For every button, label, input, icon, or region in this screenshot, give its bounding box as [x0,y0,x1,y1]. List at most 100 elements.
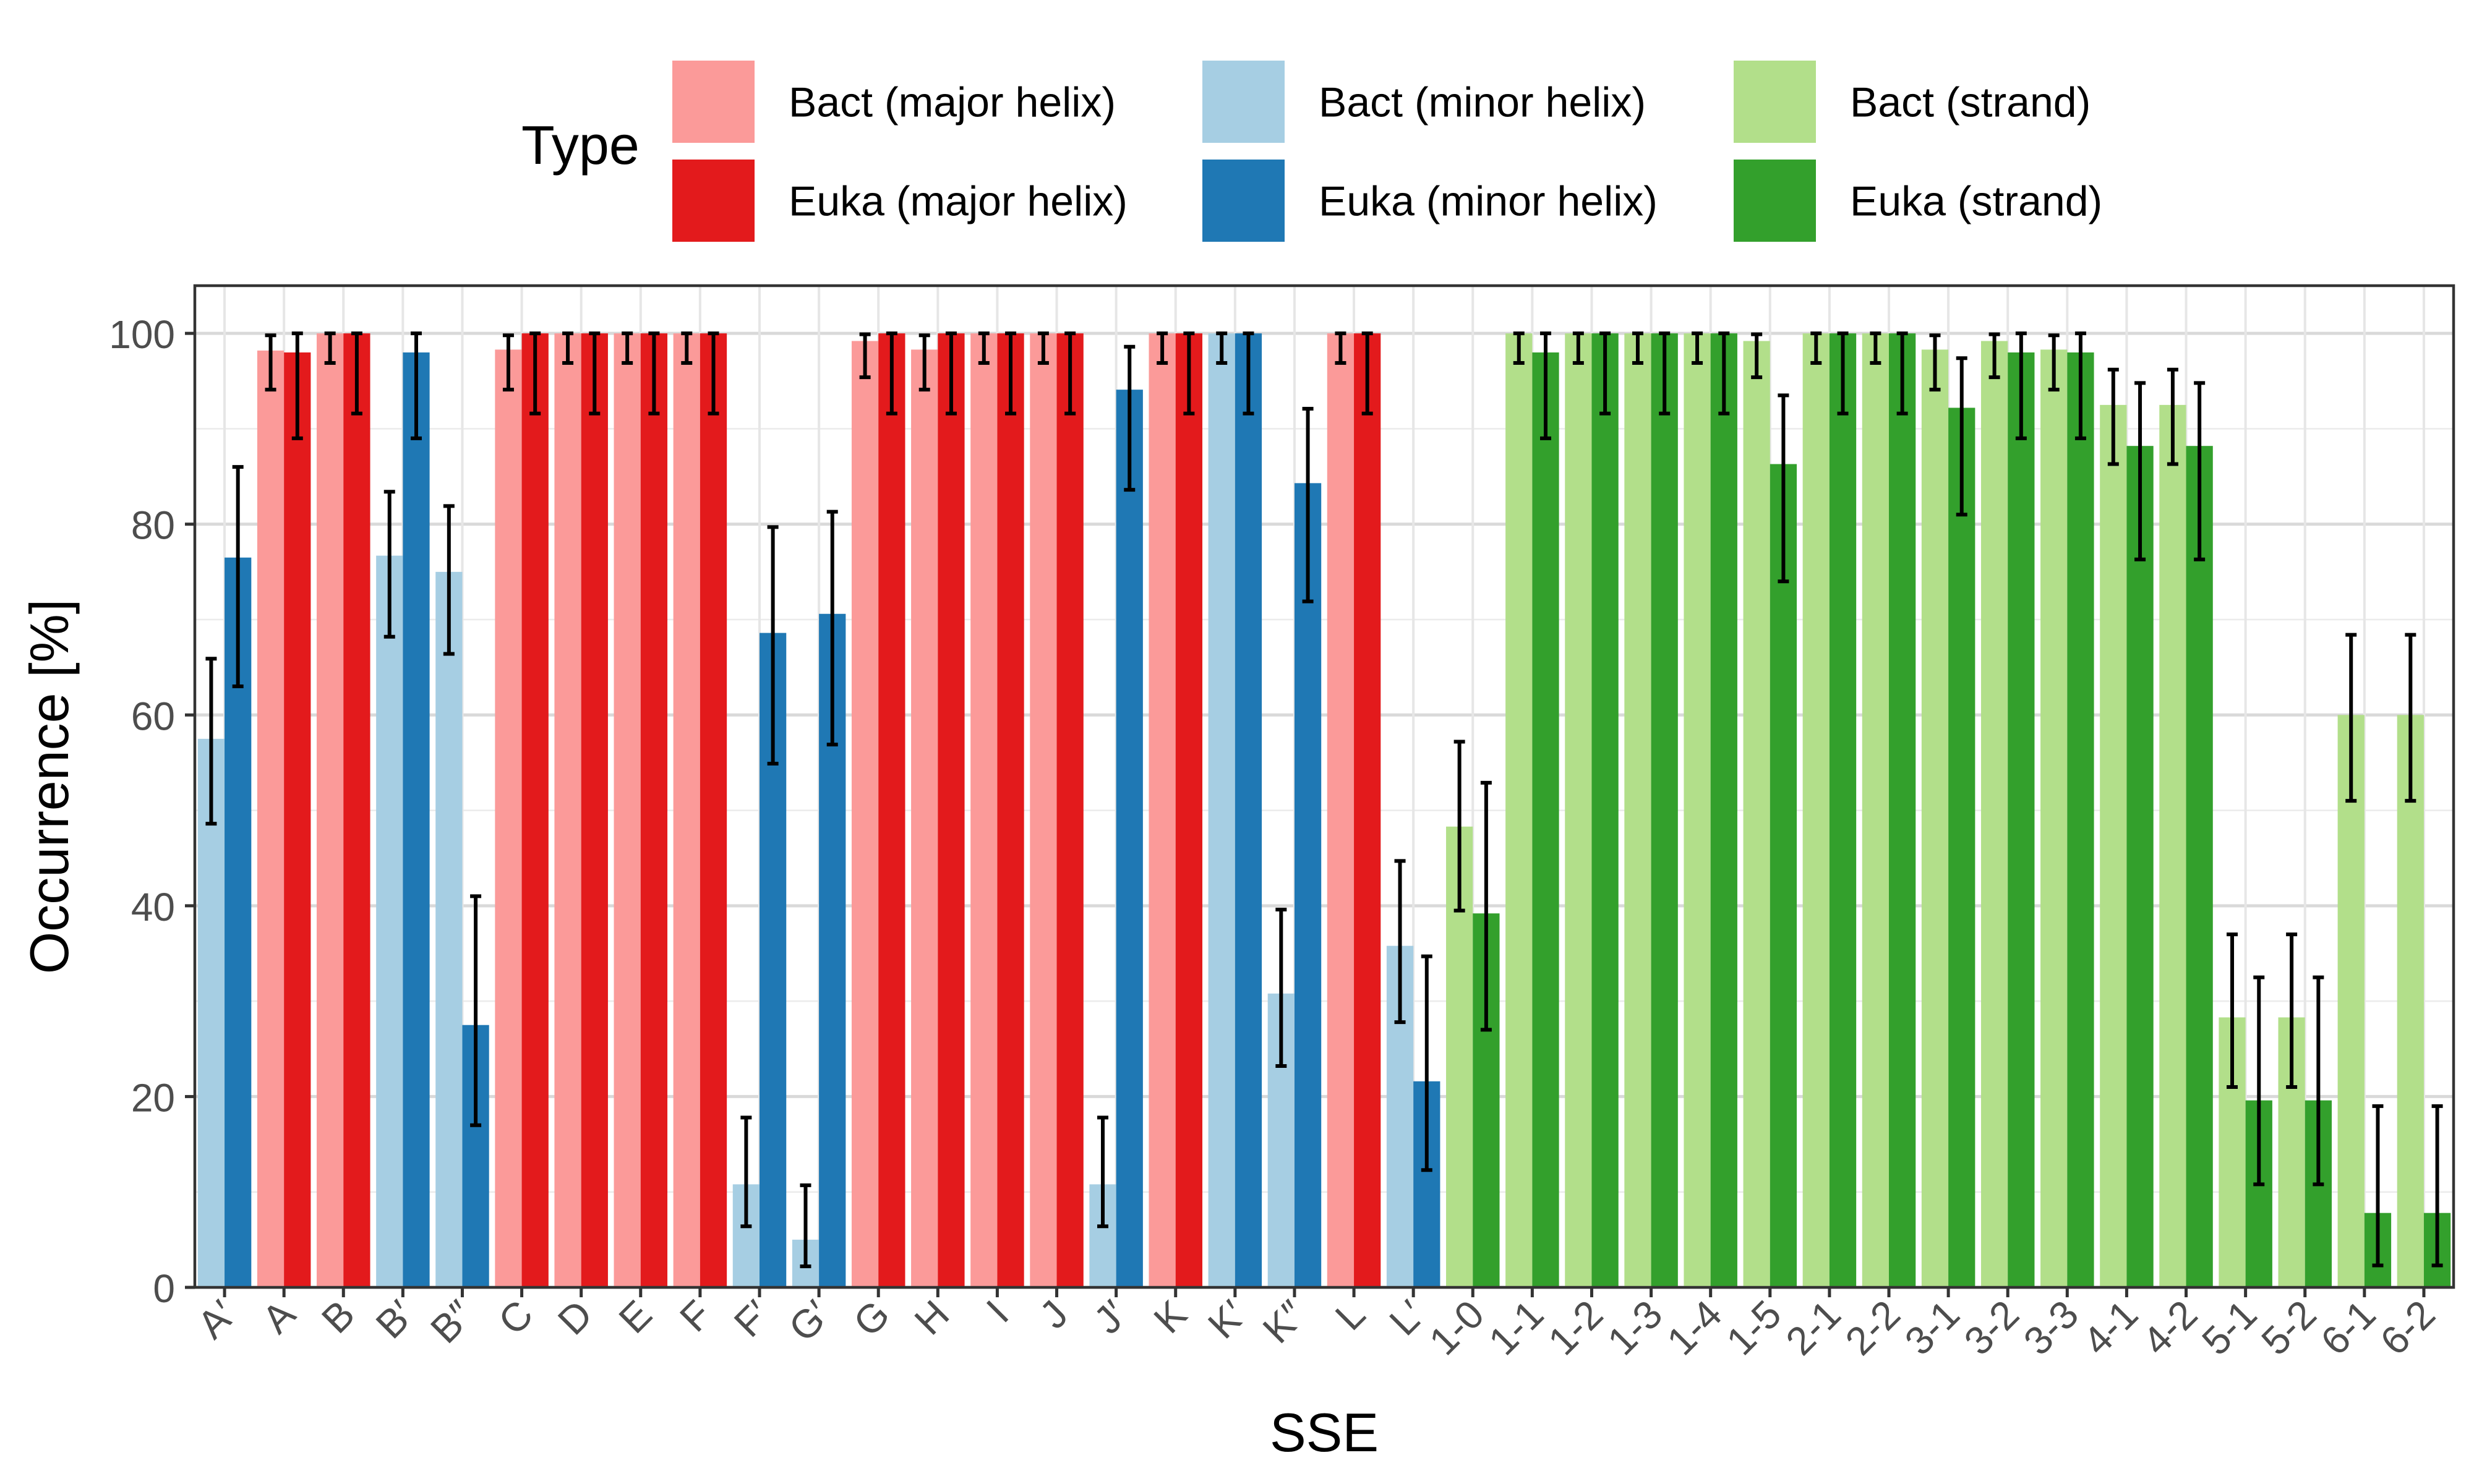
error-bar-euka-33 [2134,381,2146,561]
error-bar-bact-19 [1275,908,1287,1068]
y-tick-label: 100 [109,312,175,357]
error-bar-euka-22 [1480,780,1492,1032]
error-bar-euka-6 [529,331,541,416]
legend-key [672,160,755,242]
error-bar-bact-12 [859,332,871,380]
error-bar-euka-19 [1302,407,1314,603]
bar-bact-20 [1327,333,1355,1288]
error-bar-euka-15 [1064,331,1076,416]
y-tick-label: 60 [131,694,175,738]
error-bar-bact-21 [1394,859,1406,1025]
error-bar-euka-21 [1421,954,1432,1172]
error-bar-bact-32 [2048,333,2060,392]
error-bar-euka-3 [351,331,362,416]
error-bars [205,331,2443,1269]
bar-euka-33 [2126,446,2154,1288]
error-bar-euka-26 [1718,331,1730,416]
error-bar-euka-37 [2372,1104,2384,1268]
error-bar-bact-10 [740,1115,752,1229]
bar-bact-17 [1149,333,1176,1288]
bar-euka-29 [1889,333,1916,1288]
error-bar-euka-29 [1896,331,1908,416]
plot-panel [193,284,2455,1289]
error-bar-euka-13 [945,331,957,416]
legend-label: Bact (minor helix) [1319,79,1646,126]
bar-euka-19 [1294,483,1322,1288]
bar-bact-29 [1862,333,1889,1288]
legend-label: Bact (strand) [1850,79,2091,126]
error-bar-euka-38 [2431,1104,2443,1268]
error-bar-bact-34 [2167,367,2178,466]
legend-label: Euka (major helix) [789,178,1128,225]
legend-key [1734,160,1816,242]
error-bar-bact-16 [1097,1115,1109,1229]
bar-euka-16 [1116,390,1143,1288]
bar-euka-27 [1770,464,1797,1287]
bar-euka-9 [700,333,727,1288]
bar-bact-31 [1980,341,2008,1287]
bar-bact-34 [2159,404,2186,1287]
legend-key [1734,61,1816,143]
bar-bact-38 [2397,715,2424,1287]
error-bar-bact-37 [2345,633,2357,803]
y-tick-label: 40 [131,885,175,929]
bar-bact-32 [2040,349,2068,1288]
bar-bact-1 [197,738,225,1287]
error-bar-bact-30 [1929,333,1941,392]
error-bar-bact-27 [1751,332,1763,380]
error-bar-euka-2 [291,331,303,440]
error-bar-bact-25 [1632,331,1643,365]
bar-euka-32 [2067,352,2094,1287]
bar-euka-28 [1829,333,1857,1288]
y-tick-label: 0 [153,1266,175,1311]
bar-bact-6 [495,349,522,1288]
bar-bact-37 [2337,715,2365,1287]
error-bar-bact-2 [265,333,276,392]
error-bar-euka-27 [1778,393,1789,584]
error-bar-bact-24 [1572,331,1584,365]
error-bar-euka-20 [1361,331,1373,416]
error-bar-bact-6 [502,333,514,392]
bar-bact-7 [554,333,581,1288]
bar-bact-24 [1565,333,1592,1288]
error-bar-euka-16 [1124,344,1136,492]
error-bar-bact-38 [2405,633,2416,803]
bar-bact-30 [1921,349,1949,1288]
bar-bact-18 [1208,333,1235,1288]
error-bar-euka-10 [767,525,779,765]
error-bar-bact-29 [1870,331,1881,365]
error-bar-euka-12 [886,331,897,416]
legend-label: Euka (strand) [1850,178,2102,225]
legend-key [1202,160,1285,242]
bar-euka-13 [938,333,965,1288]
bar-bact-12 [851,341,879,1287]
error-bar-euka-30 [1956,356,1967,517]
bar-euka-3 [343,333,370,1288]
error-bar-bact-23 [1513,331,1525,365]
error-bar-bact-4 [383,490,395,639]
error-bar-euka-34 [2194,381,2206,561]
bar-euka-8 [640,333,668,1288]
error-bar-bact-3 [324,331,336,365]
error-bar-bact-28 [1810,331,1822,365]
error-bar-euka-5 [470,894,482,1127]
bar-euka-15 [1056,333,1084,1288]
error-bar-bact-33 [2107,367,2119,466]
error-bar-bact-8 [622,331,633,365]
error-bar-bact-13 [918,333,930,392]
y-axis: 0 20 40 60 80 100 [109,312,195,1311]
error-bar-euka-18 [1243,331,1254,416]
error-bar-bact-15 [1037,331,1049,365]
error-bar-euka-28 [1837,331,1849,416]
bar-bact-5 [435,571,463,1287]
error-bar-bact-5 [443,504,455,656]
panel-border [193,284,2455,1289]
x-axis-title: SSE [1270,1402,1379,1463]
legend-label: Euka (minor helix) [1319,178,1658,225]
error-bar-euka-11 [826,510,838,747]
bar-euka-34 [2186,446,2213,1288]
error-bar-bact-36 [2286,932,2298,1089]
error-bar-euka-7 [589,331,601,416]
legend-key [1202,61,1285,143]
bars [197,333,2451,1288]
